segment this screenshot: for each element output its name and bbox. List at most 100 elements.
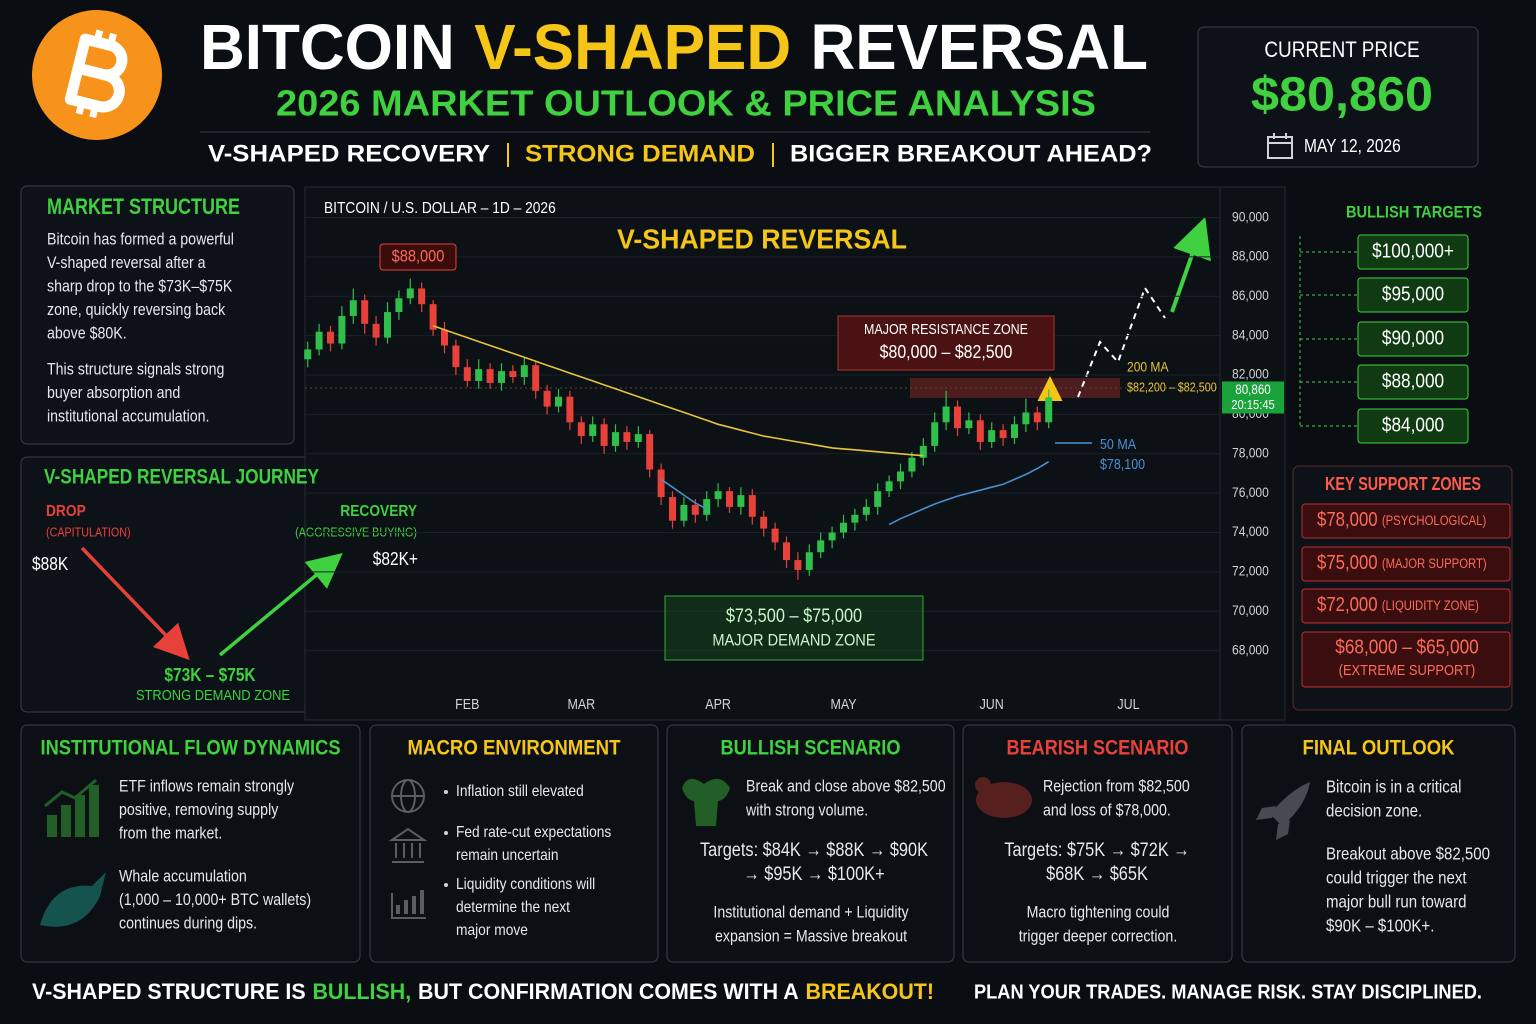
panel-text: Inflation still elevated bbox=[456, 783, 584, 800]
panel-text: positive, removing supply bbox=[119, 801, 279, 819]
candle-body bbox=[463, 367, 471, 381]
support-box bbox=[1301, 588, 1511, 624]
logo-glyph-ticks bbox=[75, 29, 117, 119]
moving-average bbox=[432, 325, 924, 457]
candle-body bbox=[703, 499, 711, 515]
panel-text: Break and close above $82,500 bbox=[746, 777, 946, 795]
candle-body bbox=[691, 504, 699, 515]
panel-text: sharp drop to the $73K–$75K bbox=[47, 277, 232, 295]
support-price: $75,000 bbox=[1317, 552, 1378, 574]
panel-text: from the market. bbox=[119, 824, 222, 842]
y-tick-label: 84,000 bbox=[1232, 326, 1269, 342]
tagline: V-SHAPED RECOVERY bbox=[208, 140, 490, 167]
y-tick-label: 78,000 bbox=[1232, 444, 1269, 460]
candle-body bbox=[760, 516, 768, 529]
candle-body bbox=[726, 491, 733, 507]
support-title: KEY SUPPORT ZONES bbox=[1325, 474, 1481, 494]
legend-entry: 200 MA bbox=[1127, 359, 1169, 375]
candle-body bbox=[657, 469, 665, 498]
panel-text: major bull run toward bbox=[1326, 892, 1467, 912]
candle-body bbox=[942, 406, 950, 423]
y-tick-label: 72,000 bbox=[1232, 563, 1269, 579]
targets-title: BULLISH TARGETS bbox=[1346, 202, 1482, 221]
candle-body bbox=[634, 434, 642, 442]
target-box bbox=[1357, 234, 1469, 270]
resistance-range: $80,000 – $82,500 bbox=[880, 341, 1013, 362]
moving-average bbox=[660, 461, 1050, 526]
panel-title: V-SHAPED REVERSAL JOURNEY bbox=[44, 466, 319, 489]
panel-title: MACRO ENVIRONMENT bbox=[408, 737, 621, 760]
x-tick-label: APR bbox=[705, 697, 731, 713]
bullet bbox=[444, 790, 448, 794]
peak-box bbox=[379, 243, 457, 271]
panel-text: Breakout above $82,500 bbox=[1326, 844, 1490, 864]
footer-part: BREAKOUT! bbox=[806, 979, 934, 1004]
price-tag bbox=[1222, 381, 1284, 414]
y-tick-label: 70,000 bbox=[1232, 602, 1269, 618]
price-box bbox=[1197, 26, 1479, 168]
panel-text: zone, quickly reversing back bbox=[47, 301, 226, 319]
panel-text: ETF inflows remain strongly bbox=[119, 777, 295, 795]
panel-text: major move bbox=[456, 922, 528, 939]
legend-entry: 50 MA bbox=[1100, 437, 1136, 453]
panel-text: Targets: $75K → $72K → bbox=[1004, 840, 1189, 861]
panel-text: above $80K. bbox=[47, 324, 127, 342]
candle-body bbox=[532, 365, 540, 391]
candle-body bbox=[577, 422, 585, 437]
price-tag-value: 80,860 bbox=[1235, 382, 1271, 397]
panel-text: remain uncertain bbox=[456, 847, 558, 864]
candle-body bbox=[976, 420, 984, 442]
candle-body bbox=[919, 445, 927, 458]
drop-note: (CAPITULATION) bbox=[46, 525, 131, 539]
panel-text: with strong volume. bbox=[745, 801, 868, 819]
x-tick-label: FEB bbox=[455, 697, 479, 713]
subtitle: 2026 MARKET OUTLOOK & PRICE ANALYSIS bbox=[276, 83, 1096, 124]
panel-title: FINAL OUTLOOK bbox=[1303, 737, 1455, 760]
y-tick-label: 74,000 bbox=[1232, 523, 1269, 539]
candle-body bbox=[965, 420, 973, 429]
projection bbox=[1077, 285, 1166, 398]
chart-source: BITCOIN / U.S. DOLLAR – 1D – 2026 bbox=[324, 200, 556, 217]
support-note: (EXTREME SUPPORT) bbox=[1339, 662, 1476, 679]
candle-body bbox=[714, 491, 722, 500]
footer-message: V-SHAPED STRUCTURE ISBULLISH, BUT CONFIRM… bbox=[32, 979, 934, 1004]
candle-body bbox=[874, 491, 882, 507]
x-tick-label: MAR bbox=[567, 697, 595, 713]
title-part: BITCOIN bbox=[200, 11, 455, 83]
panel-title: BEARISH SCENARIO bbox=[1007, 737, 1189, 760]
bottom-price: $73K – $75K bbox=[164, 665, 255, 685]
support-box bbox=[1301, 631, 1511, 688]
candle-body bbox=[862, 506, 870, 515]
y-tick-label: 68,000 bbox=[1232, 641, 1269, 657]
recovery-price: $82K+ bbox=[373, 549, 418, 569]
demand-label: MAJOR DEMAND ZONE bbox=[712, 630, 875, 649]
price-date: MAY 12, 2026 bbox=[1304, 136, 1401, 156]
y-tick-label: 86,000 bbox=[1232, 287, 1269, 303]
candle-body bbox=[315, 331, 323, 350]
candle-body bbox=[486, 369, 494, 383]
panel-title: INSTITUTIONAL FLOW DYNAMICS bbox=[41, 737, 341, 760]
bullet bbox=[444, 831, 448, 835]
candle-body bbox=[600, 424, 608, 446]
target-box bbox=[1357, 277, 1469, 313]
panel-text: expansion = Massive breakout bbox=[715, 927, 907, 945]
drop-label: DROP bbox=[46, 503, 86, 520]
candle-body bbox=[954, 406, 961, 429]
breakout-arrow bbox=[1170, 216, 1211, 313]
candle-body bbox=[589, 424, 597, 437]
candle-body bbox=[669, 497, 676, 521]
panel-title: BULLISH SCENARIO bbox=[721, 737, 901, 760]
panel-text: and loss of $78,000. bbox=[1043, 801, 1171, 819]
recovery-arrow bbox=[218, 553, 343, 657]
candle-body bbox=[897, 471, 904, 482]
bitcoin-logo bbox=[32, 10, 162, 140]
logo-glyph bbox=[64, 33, 128, 113]
title-part: V-SHAPED bbox=[474, 11, 791, 83]
panel-text: institutional accumulation. bbox=[47, 407, 209, 425]
target-label: $88,000 bbox=[1382, 370, 1444, 392]
support-box bbox=[1301, 546, 1511, 582]
candle-body bbox=[418, 288, 426, 305]
panel-text: trigger deeper correction. bbox=[1019, 927, 1178, 945]
support-label: $75,000 (MAJOR SUPPORT) bbox=[1317, 552, 1487, 574]
